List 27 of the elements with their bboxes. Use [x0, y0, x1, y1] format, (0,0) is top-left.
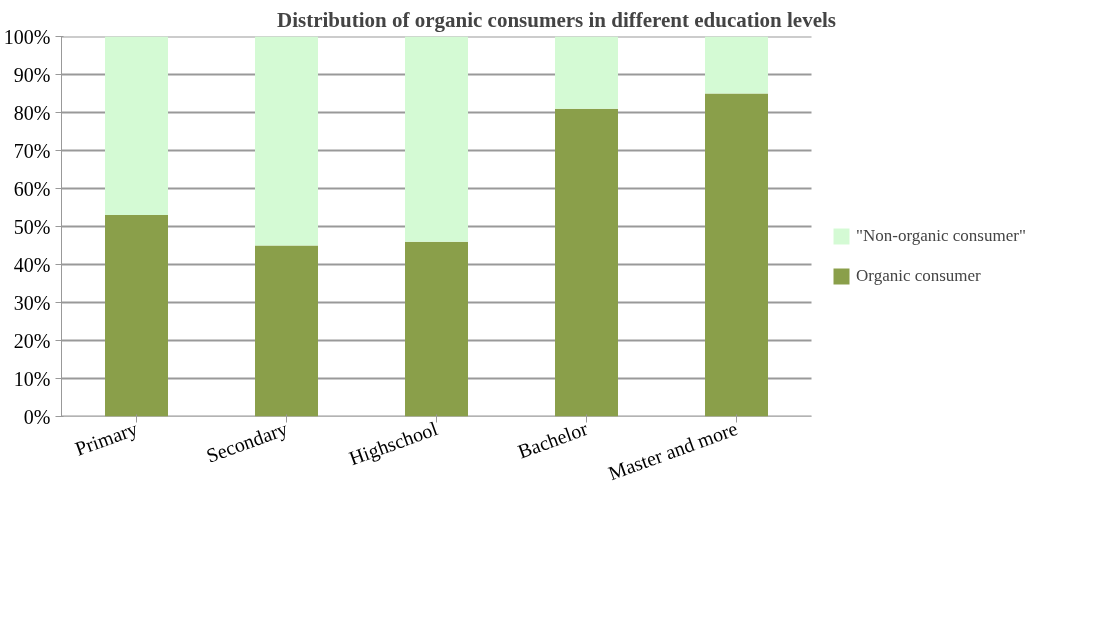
legend-label: Organic consumer: [856, 266, 981, 286]
bar: [255, 245, 318, 417]
bar: [705, 93, 768, 417]
x-tick-label: Primary: [72, 417, 141, 461]
y-tick-label: 90%: [13, 63, 51, 86]
bar: [705, 36, 768, 94]
bar: [405, 241, 468, 417]
chart-title: Distribution of organic consumers in different education levels: [277, 7, 837, 32]
y-tick-label: 40%: [13, 253, 51, 276]
y-tick-label: 20%: [13, 329, 51, 352]
y-tick-label: 50%: [13, 215, 51, 238]
legend-label: "Non-organic consumer": [856, 226, 1026, 246]
x-tick-label: Bachelor: [514, 417, 591, 463]
bar: [255, 36, 318, 246]
bar: [105, 215, 168, 417]
y-tick-label: 70%: [13, 139, 51, 162]
y-tick-label: 10%: [13, 367, 51, 390]
bar: [555, 108, 618, 417]
y-tick-label: 100%: [3, 25, 51, 48]
bar: [555, 36, 618, 109]
x-tick-label: Master and more: [605, 417, 741, 485]
y-tick-label: 0%: [23, 405, 51, 428]
bar: [105, 36, 168, 216]
y-tick-label: 30%: [13, 291, 51, 314]
bar: [405, 36, 468, 242]
y-tick-label: 60%: [13, 177, 51, 200]
y-tick-label: 80%: [13, 101, 51, 124]
